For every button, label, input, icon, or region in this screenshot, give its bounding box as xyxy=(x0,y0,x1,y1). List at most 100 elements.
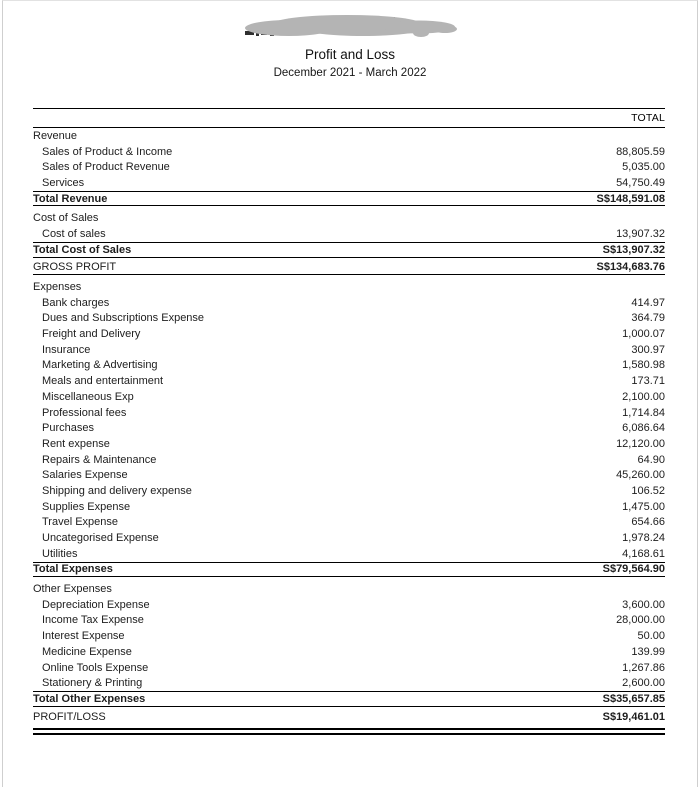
report-row-salaries-expense: Salaries Expense 45,260.00 xyxy=(33,467,665,483)
row-value: 50.00 xyxy=(637,630,665,643)
report-row-interest-expense: Interest Expense 50.00 xyxy=(33,628,665,644)
row-value: 1,978.24 xyxy=(622,532,665,545)
row-label: GROSS PROFIT xyxy=(33,260,117,273)
row-value: 4,168.61 xyxy=(622,547,665,560)
report-row-sales-of-product-income: Sales of Product & Income 88,805.59 xyxy=(33,144,665,160)
row-value: 139.99 xyxy=(631,645,665,658)
row-value: 88,805.59 xyxy=(616,145,665,158)
row-label: Marketing & Advertising xyxy=(42,359,158,372)
report-row-rent-expense: Rent expense 12,120.00 xyxy=(33,436,665,452)
report-row-travel-expense: Travel Expense 654.66 xyxy=(33,515,665,531)
row-value: S$134,683.76 xyxy=(596,260,665,273)
report-row-profit-loss: PROFIT/LOSS S$19,461.01 xyxy=(33,709,665,725)
report-row-stationery-printing: Stationery & Printing 2,600.00 xyxy=(33,675,665,691)
total-column-header: TOTAL xyxy=(631,112,665,124)
report-row-insurance: Insurance 300.97 xyxy=(33,342,665,358)
row-value: 2,100.00 xyxy=(622,390,665,403)
row-value: S$148,591.08 xyxy=(596,192,665,205)
row-value: 12,120.00 xyxy=(616,437,665,450)
profit-and-loss-table: TOTAL Revenue Sales of Product & Income 88… xyxy=(33,108,665,736)
report-row-cost-of-sales: Cost of Sales xyxy=(33,210,665,226)
row-label: Sales of Product & Income xyxy=(42,145,173,158)
row-label: Expenses xyxy=(33,281,82,294)
row-label: Dues and Subscriptions Expense xyxy=(42,312,205,325)
report-row-total-revenue: Total Revenue S$148,591.08 xyxy=(33,190,665,207)
report-row-uncategorised-expense: Uncategorised Expense 1,978.24 xyxy=(33,530,665,546)
row-label: Salaries Expense xyxy=(42,469,128,482)
row-label: PROFIT/LOSS xyxy=(33,710,106,723)
table-header-row: TOTAL xyxy=(33,108,665,128)
row-value: 6,086.64 xyxy=(622,422,665,435)
row-label: Cost of Sales xyxy=(33,212,99,225)
row-label: Services xyxy=(42,176,85,189)
report-row-miscellaneous-exp: Miscellaneous Exp 2,100.00 xyxy=(33,389,665,405)
row-value: 2,600.00 xyxy=(622,677,665,690)
row-value: 106.52 xyxy=(631,484,665,497)
report-row-total-cost-of-sales: Total Cost of Sales S$13,907.32 xyxy=(33,241,665,258)
report-row-professional-fees: Professional fees 1,714.84 xyxy=(33,405,665,421)
row-label: Stationery & Printing xyxy=(42,677,143,690)
row-value: 45,260.00 xyxy=(616,469,665,482)
row-label: Purchases xyxy=(42,422,94,435)
row-value: 1,475.00 xyxy=(622,500,665,513)
row-value: 1,267.86 xyxy=(622,661,665,674)
final-double-rule xyxy=(33,728,665,736)
row-label: Professional fees xyxy=(42,406,127,419)
row-label: Travel Expense xyxy=(42,516,119,529)
row-label: Rent expense xyxy=(42,437,110,450)
report-row-repairs-maintenance: Repairs & Maintenance 64.90 xyxy=(33,452,665,468)
row-label: Repairs & Maintenance xyxy=(42,453,157,466)
row-value: 3,600.00 xyxy=(622,598,665,611)
row-label: Total Expenses xyxy=(33,563,113,576)
row-value: 364.79 xyxy=(631,312,665,325)
report-row-meals-and-entertainment: Meals and entertainment 173.71 xyxy=(33,373,665,389)
row-value: 54,750.49 xyxy=(616,176,665,189)
row-label: Income Tax Expense xyxy=(42,614,144,627)
row-value: 28,000.00 xyxy=(616,614,665,627)
report-row-services: Services 54,750.49 xyxy=(33,175,665,191)
row-value: 1,580.98 xyxy=(622,359,665,372)
row-label: Freight and Delivery xyxy=(42,328,141,341)
row-value: 300.97 xyxy=(631,343,665,356)
row-label: Interest Expense xyxy=(42,630,125,643)
row-label: Revenue xyxy=(33,129,78,142)
row-label: Total Cost of Sales xyxy=(33,243,132,256)
report-row-utilities: Utilities 4,168.61 xyxy=(33,546,665,562)
company-name-redacted xyxy=(3,14,697,40)
row-label: Cost of sales xyxy=(42,227,106,240)
row-label: Bank charges xyxy=(42,296,110,309)
row-value: 654.66 xyxy=(631,516,665,529)
row-value: S$13,907.32 xyxy=(602,243,665,256)
report-row-depreciation-expense: Depreciation Expense 3,600.00 xyxy=(33,597,665,613)
row-value: S$19,461.01 xyxy=(602,710,665,723)
row-label: Meals and entertainment xyxy=(42,375,164,388)
report-header: Profit and Loss December 2021 - March 20… xyxy=(3,14,697,80)
row-value: 1,000.07 xyxy=(622,328,665,341)
row-label: Supplies Expense xyxy=(42,500,131,513)
report-row-supplies-expense: Supplies Expense 1,475.00 xyxy=(33,499,665,515)
row-value: 13,907.32 xyxy=(616,227,665,240)
report-row-purchases: Purchases 6,086.64 xyxy=(33,420,665,436)
report-row-other-expenses: Other Expenses xyxy=(33,581,665,597)
row-value: S$79,564.90 xyxy=(602,563,665,576)
row-value: 414.97 xyxy=(631,296,665,309)
report-row-online-tools-expense: Online Tools Expense 1,267.86 xyxy=(33,660,665,676)
report-row-marketing-advertising: Marketing & Advertising 1,580.98 xyxy=(33,358,665,374)
row-label: Utilities xyxy=(42,547,78,560)
report-row-cost-of-sales: Cost of sales 13,907.32 xyxy=(33,226,665,242)
row-label: Medicine Expense xyxy=(42,645,132,658)
report-row-shipping-and-delivery-expense: Shipping and delivery expense 106.52 xyxy=(33,483,665,499)
report-row-bank-charges: Bank charges 414.97 xyxy=(33,295,665,311)
row-value: 1,714.84 xyxy=(622,406,665,419)
report-row-expenses: Expenses xyxy=(33,279,665,295)
redaction-scribble-icon xyxy=(244,15,457,37)
page-title: Profit and Loss xyxy=(304,47,396,62)
row-label: Total Revenue xyxy=(33,192,108,205)
row-label: Total Other Expenses xyxy=(33,692,146,705)
row-label: Depreciation Expense xyxy=(42,598,150,611)
row-label: Online Tools Expense xyxy=(42,661,149,674)
report-row-income-tax-expense: Income Tax Expense 28,000.00 xyxy=(33,613,665,629)
row-value: 173.71 xyxy=(631,375,665,388)
report-row-freight-and-delivery: Freight and Delivery 1,000.07 xyxy=(33,326,665,342)
